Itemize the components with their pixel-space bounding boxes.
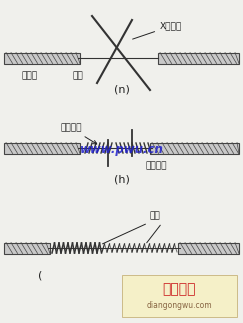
- Text: 缠绕方向: 缠绕方向: [145, 161, 166, 170]
- Text: www.pwu.cn: www.pwu.cn: [80, 143, 164, 157]
- Text: (: (: [38, 270, 42, 280]
- Bar: [4, 142, 80, 153]
- Text: 电工之屋: 电工之屋: [163, 282, 196, 296]
- Text: 芯线: 芯线: [73, 71, 83, 80]
- Text: 缝紧: 缝紧: [150, 211, 160, 220]
- Text: (h): (h): [114, 175, 130, 185]
- Text: diangongwu.com: diangongwu.com: [147, 300, 212, 309]
- Bar: [4, 53, 80, 64]
- Text: 绝缘层: 绝缘层: [22, 71, 38, 80]
- Bar: [122, 275, 237, 317]
- Bar: [4, 243, 50, 254]
- Bar: [150, 142, 239, 153]
- Text: X形交叉: X形交叉: [133, 22, 182, 39]
- Text: 缠绕方向: 缠绕方向: [60, 123, 97, 144]
- Text: (n): (n): [114, 85, 130, 95]
- Bar: [178, 243, 239, 254]
- Bar: [158, 53, 239, 64]
